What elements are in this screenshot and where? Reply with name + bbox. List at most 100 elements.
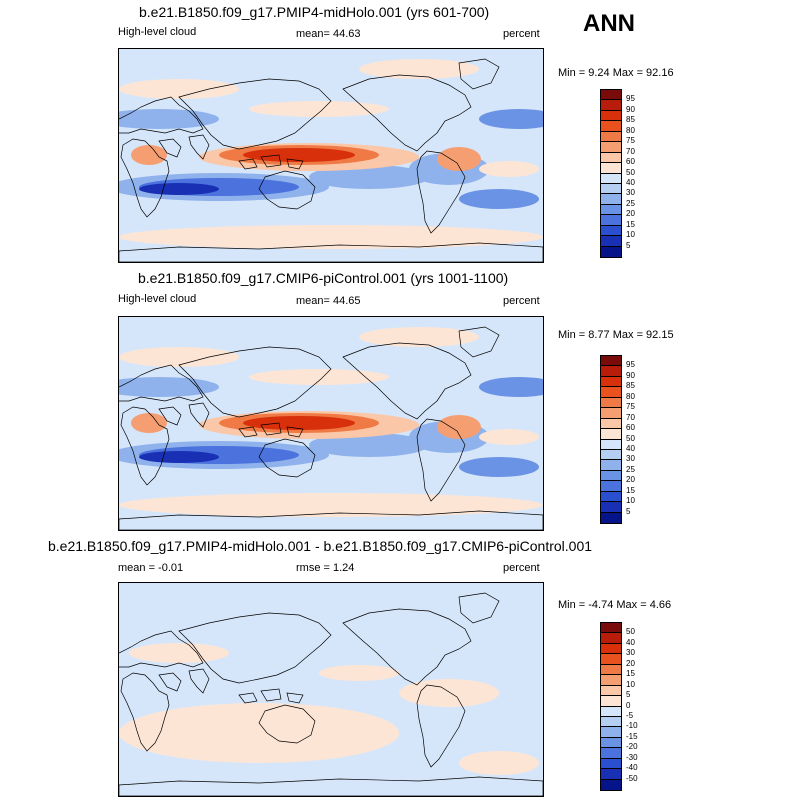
- panel-1-variable-label: High-level cloud: [118, 26, 197, 38]
- colorbar-swatch: [601, 664, 621, 676]
- colorbar-label: 15: [626, 219, 635, 229]
- panel-3-colorbar: [600, 622, 622, 791]
- colorbar-swatch: [601, 439, 621, 450]
- colorbar-swatch: [601, 460, 621, 471]
- colorbar-label: 40: [626, 637, 635, 647]
- panel-1-map: [118, 48, 544, 263]
- colorbar-label: 70: [626, 412, 635, 422]
- colorbar-label: -5: [626, 710, 634, 720]
- panel-2-variable-label: High-level cloud: [118, 293, 197, 305]
- colorbar-label: 0: [626, 700, 631, 710]
- colorbar-label: 20: [626, 658, 635, 668]
- colorbar-swatch: [601, 623, 621, 634]
- colorbar-label: 80: [626, 391, 635, 401]
- panel-2-colorbar: [600, 355, 622, 524]
- colorbar-label: 90: [626, 104, 635, 114]
- colorbar-label: -20: [626, 742, 638, 752]
- colorbar-label: 50: [626, 433, 635, 443]
- colorbar-label: 5: [626, 690, 631, 700]
- colorbar-label: 20: [626, 475, 635, 485]
- colorbar-label: 15: [626, 485, 635, 495]
- season-label: ANN: [583, 10, 635, 37]
- panel-3-map: [118, 582, 544, 797]
- colorbar-swatch: [601, 366, 621, 377]
- colorbar-label: 70: [626, 146, 635, 156]
- colorbar-swatch: [601, 654, 621, 665]
- colorbar-swatch: [601, 769, 621, 780]
- colorbar-swatch: [601, 779, 621, 790]
- colorbar-swatch: [601, 183, 621, 195]
- colorbar-swatch: [601, 387, 621, 398]
- colorbar-swatch: [601, 643, 621, 655]
- colorbar-swatch: [601, 163, 621, 174]
- colorbar-label: 10: [626, 496, 635, 506]
- panel-2-mean-label: mean= 44.65: [296, 295, 361, 307]
- colorbar-swatch: [601, 491, 621, 503]
- colorbar-swatch: [601, 737, 621, 749]
- colorbar-label: 5: [626, 506, 631, 516]
- colorbar-swatch: [601, 246, 621, 257]
- colorbar-label: 20: [626, 209, 635, 219]
- colorbar-swatch: [601, 356, 621, 367]
- colorbar-label: 10: [626, 230, 635, 240]
- panel-3-title: b.e21.B1850.f09_g17.PMIP4-midHolo.001 - …: [48, 538, 593, 554]
- panel-2-units-label: percent: [503, 295, 540, 307]
- colorbar-label: 40: [626, 443, 635, 453]
- colorbar-swatch: [601, 675, 621, 686]
- colorbar-label: 10: [626, 679, 635, 689]
- panel-3-minmax: Min = -4.74 Max = 4.66: [558, 599, 672, 611]
- colorbar-label: 95: [626, 94, 635, 104]
- colorbar-swatch: [601, 397, 621, 409]
- colorbar-label: -30: [626, 752, 638, 762]
- colorbar-label: 75: [626, 136, 635, 146]
- colorbar-label: 90: [626, 370, 635, 380]
- colorbar-swatch: [601, 152, 621, 164]
- colorbar-swatch: [601, 716, 621, 728]
- panel-1-mean-label: mean= 44.63: [296, 28, 361, 40]
- panel-1-minmax: Min = 9.24 Max = 92.16: [558, 67, 674, 79]
- panel-1-units-label: percent: [503, 28, 540, 40]
- panel-1-title: b.e21.B1850.f09_g17.PMIP4-midHolo.001 (y…: [139, 4, 490, 20]
- colorbar-swatch: [601, 408, 621, 419]
- panel-2-title: b.e21.B1850.f09_g17.CMIP6-piControl.001 …: [138, 270, 509, 286]
- colorbar-swatch: [601, 236, 621, 247]
- panel-2-minmax: Min = 8.77 Max = 92.15: [558, 329, 674, 341]
- colorbar-label: 50: [626, 167, 635, 177]
- colorbar-swatch: [601, 110, 621, 122]
- colorbar-swatch: [601, 696, 621, 707]
- panel-3-rmse-label: rmse = 1.24: [296, 562, 355, 574]
- colorbar-swatch: [601, 706, 621, 717]
- colorbar-swatch: [601, 633, 621, 644]
- colorbar-label: 60: [626, 157, 635, 167]
- colorbar-swatch: [601, 90, 621, 101]
- colorbar-swatch: [601, 470, 621, 482]
- panel-1-colorbar: [600, 89, 622, 258]
- colorbar-swatch: [601, 512, 621, 523]
- colorbar-swatch: [601, 100, 621, 111]
- colorbar-label: 80: [626, 125, 635, 135]
- colorbar-label: 95: [626, 360, 635, 370]
- colorbar-swatch: [601, 194, 621, 205]
- colorbar-label: 30: [626, 454, 635, 464]
- colorbar-swatch: [601, 449, 621, 461]
- colorbar-label: 5: [626, 240, 631, 250]
- colorbar-swatch: [601, 215, 621, 226]
- colorbar-swatch: [601, 685, 621, 697]
- colorbar-label: 50: [626, 627, 635, 637]
- panel-3-mean-label: mean = -0.01: [118, 562, 184, 574]
- colorbar-swatch: [601, 429, 621, 440]
- colorbar-label: 60: [626, 423, 635, 433]
- colorbar-swatch: [601, 142, 621, 153]
- colorbar-label: -10: [626, 721, 638, 731]
- colorbar-swatch: [601, 131, 621, 143]
- colorbar-label: 30: [626, 188, 635, 198]
- colorbar-label: 40: [626, 177, 635, 187]
- colorbar-label: -15: [626, 731, 638, 741]
- colorbar-label: 25: [626, 198, 635, 208]
- colorbar-swatch: [601, 121, 621, 132]
- colorbar-label: 85: [626, 381, 635, 391]
- colorbar-label: 75: [626, 402, 635, 412]
- colorbar-label: 15: [626, 669, 635, 679]
- colorbar-swatch: [601, 727, 621, 738]
- colorbar-swatch: [601, 502, 621, 513]
